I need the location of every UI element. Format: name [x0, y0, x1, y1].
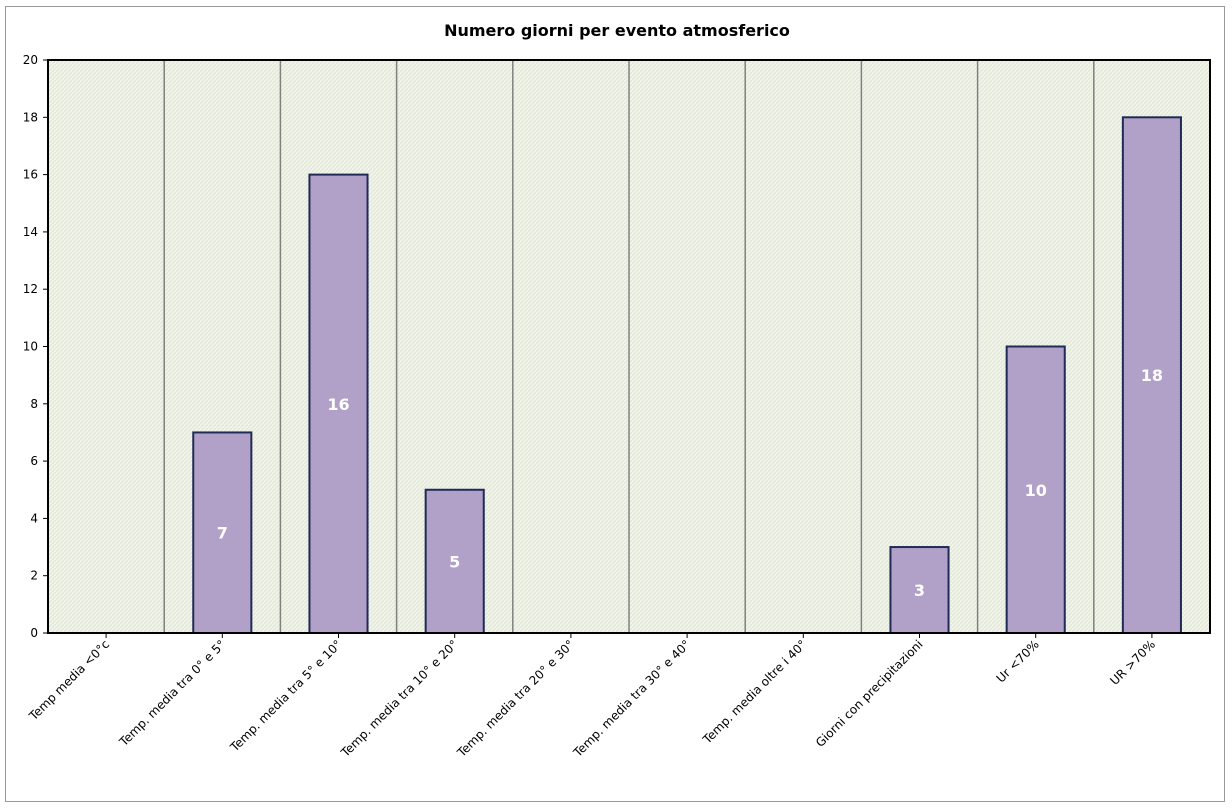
- bar: [308, 173, 369, 634]
- data-label: 10: [1025, 481, 1047, 500]
- data-label: 18: [1141, 366, 1163, 385]
- data-label: 7: [217, 524, 228, 543]
- data-label: 16: [327, 395, 349, 414]
- gridlines: [163, 60, 1095, 633]
- x-tick-label: Temp. media oltre i 40°: [699, 637, 809, 747]
- y-tick-label: 12: [23, 282, 38, 296]
- x-tick-label: Temp media <0°c: [26, 637, 112, 723]
- y-tick-label: 2: [30, 569, 38, 583]
- y-tick-label: 10: [23, 340, 38, 354]
- chart-title: Numero giorni per evento atmosferico: [444, 21, 790, 40]
- bar: [192, 431, 253, 635]
- x-tick-label: Temp. media tra 10° e 20°: [338, 637, 461, 760]
- y-tick-label: 18: [23, 110, 38, 124]
- bar: [1121, 116, 1182, 635]
- x-tick-label: Temp. media tra 0° e 5°: [116, 637, 228, 749]
- x-tick-label: Ur <70%: [994, 637, 1042, 685]
- y-tick-label: 20: [23, 53, 38, 67]
- x-axis: Temp media <0°c Temp. media tra 0° e 5° Te…: [26, 633, 1158, 760]
- plot-border: [47, 59, 1211, 634]
- x-tick-label: Giorni con precipitazioni: [813, 637, 926, 750]
- y-tick-label: 6: [30, 454, 38, 468]
- y-tick-label: 14: [23, 225, 38, 239]
- data-label: 3: [914, 581, 925, 600]
- y-tick-label: 16: [23, 168, 38, 182]
- bar: [424, 488, 485, 634]
- y-tick-label: 4: [30, 511, 38, 525]
- data-labels: 7 16 5 3 10 18: [217, 366, 1163, 600]
- x-tick-label: Temp. media tra 30° e 40°: [570, 637, 693, 760]
- y-axis: 0 2 4 6 8 10 12 14 16 18 20: [23, 53, 48, 640]
- y-tick-label: 0: [30, 626, 38, 640]
- data-label: 5: [449, 552, 460, 571]
- x-tick-label: UR >70%: [1107, 637, 1158, 688]
- x-tick-label: Temp. media tra 5° e 10°: [227, 637, 345, 755]
- x-tick-label: Temp. media tra 20° e 30°: [454, 637, 577, 760]
- y-tick-label: 8: [30, 397, 38, 411]
